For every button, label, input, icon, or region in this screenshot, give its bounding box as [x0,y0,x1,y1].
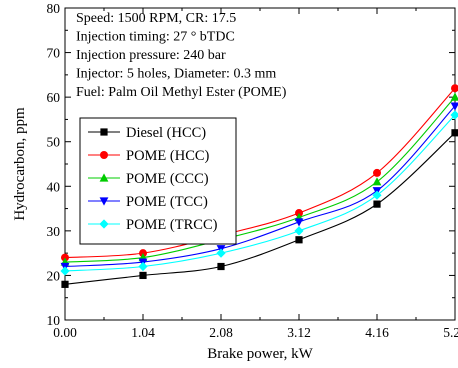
y-tick-label: 70 [47,46,61,61]
y-tick-label: 10 [47,313,61,328]
x-tick-label: 2.08 [209,325,233,340]
data-point [294,218,304,227]
x-tick-label: 0.00 [53,325,77,340]
x-axis-title: Brake power, kW [207,346,313,362]
series-1 [61,129,458,288]
y-tick-label: 80 [47,1,61,16]
legend-label: POME (TRCC) [126,217,218,233]
data-point [451,129,458,137]
data-point [373,200,381,208]
annotation-line: Injector: 5 holes, Diameter: 0.3 mm [76,67,276,82]
axes: 0.00 1.04 2.08 3.12 4.16 5.20 10 20 30 40 50 60 70 80… [12,1,458,362]
annotation-line: Fuel: Palm Oil Methyl Ester (POME) [76,85,287,100]
y-tick-label: 20 [47,268,61,283]
series-layer [60,84,458,288]
y-tick-label: 30 [47,224,61,239]
annotations: Speed: 1500 RPM, CR: 17.5 Injection timin… [76,11,287,100]
y-tick-label: 40 [47,179,61,194]
data-point [372,190,382,200]
legend-entry: Diesel (HCC) [88,125,206,141]
x-tick-label: 1.04 [131,325,155,340]
legend-marker [99,197,109,206]
legend-entry: POME (CCC) [88,171,209,187]
data-point [138,261,148,272]
legend-label: POME (CCC) [126,171,209,187]
x-tick-label: 4.16 [365,325,389,340]
legend-marker [99,173,109,182]
annotation-line: Injection timing: 27 ° bTDC [76,30,235,45]
data-point [217,262,225,271]
legend: Diesel (HCC) POME (HCC) POME (CCC) POME (TC… [79,117,237,245]
annotation-line: Injection pressure: 240 bar [76,48,226,63]
data-point [139,271,147,280]
legend-label: Diesel (HCC) [126,125,206,141]
data-point [372,177,382,186]
legend-marker [100,128,108,136]
legend-entry: POME (TRCC) [88,217,218,233]
legend-entry: POME (HCC) [88,148,210,164]
y-axis-title: Hydrocarbon, ppm [12,107,28,221]
data-point [450,102,458,111]
data-point [451,84,458,93]
data-point [61,280,69,288]
data-point [373,168,381,177]
data-point [60,266,70,276]
x-tick-label: 5.20 [443,325,458,340]
data-point [216,248,226,258]
legend-entry: POME (TCC) [88,194,208,210]
legend-label: POME (TCC) [126,194,208,210]
data-point [295,236,303,244]
legend-marker [100,151,108,159]
series-5 [60,110,458,276]
annotation-line: Speed: 1500 RPM, CR: 17.5 [76,11,236,26]
y-tick-label: 60 [47,90,61,105]
legend-marker [99,219,109,229]
data-point [450,92,458,101]
data-point [450,110,458,120]
x-tick-label: 3.12 [287,325,311,340]
data-point [294,226,304,236]
y-tick-label: 50 [47,135,61,150]
legend-label: POME (HCC) [126,148,210,164]
